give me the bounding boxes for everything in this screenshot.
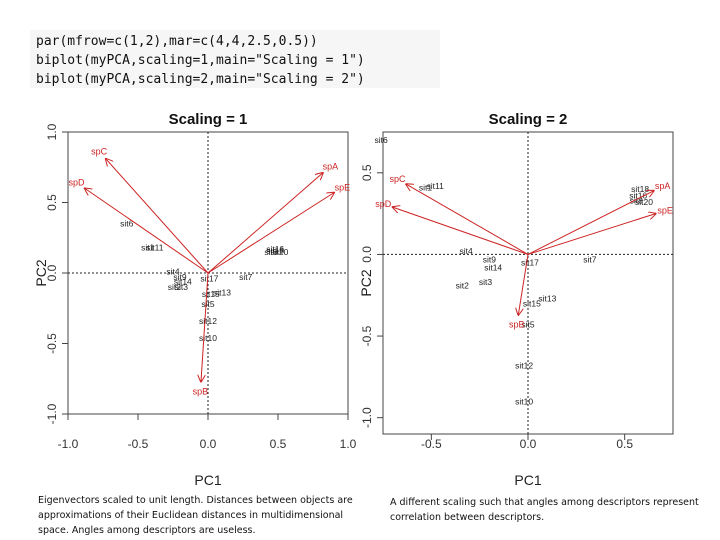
- site-label: sit11: [146, 243, 164, 253]
- species-arrow: [527, 191, 654, 255]
- x-tick-label: 0.0: [520, 437, 537, 451]
- site-label: sit15: [202, 289, 220, 299]
- site-label: sit14: [174, 276, 192, 286]
- site-label: sit3: [175, 282, 189, 292]
- site-label: sit20: [635, 197, 653, 207]
- biplot-scaling-2: Scaling = 2 -0.5 0.0 0.5 -1.0 -0.5 0.0 0.5 PC1 PC…: [355, 100, 680, 495]
- species-label: spE: [335, 182, 351, 192]
- site-label: sit1: [419, 183, 433, 193]
- site-label: sit9: [483, 254, 497, 264]
- species-arrow: [201, 272, 209, 382]
- site-label: sit16: [629, 191, 647, 201]
- x-tick-label: 1.0: [340, 437, 357, 451]
- species-label: spB: [193, 387, 209, 397]
- biplot-scaling-1: Scaling = 1 -1.0 -0.5 0.0 0.5 1.0 -1.0 -0.5 0.0 0…: [30, 100, 360, 495]
- code-line: biplot(myPCA,scaling=1,main="Scaling = 1…: [36, 53, 365, 68]
- y-tick-label: 0.5: [45, 194, 59, 211]
- site-label: sit6: [120, 219, 134, 229]
- site-label: sit5: [521, 320, 535, 330]
- site-label: sit3: [479, 277, 493, 287]
- chart-title: Scaling = 2: [489, 111, 568, 128]
- y-axis-label: PC2: [33, 259, 49, 286]
- species-arrow: [207, 173, 323, 274]
- x-tick-label: 0.0: [200, 437, 217, 451]
- site-label: sit4: [460, 246, 474, 256]
- site-label: sit9: [173, 272, 187, 282]
- species-label: spD: [375, 199, 392, 209]
- species-arrow: [85, 188, 209, 274]
- y-tick-label: -0.5: [360, 325, 374, 346]
- species-arrow: [406, 184, 529, 255]
- site-label: sit4: [166, 267, 180, 277]
- site-label: sit16: [266, 244, 284, 254]
- site-label: sit12: [199, 316, 217, 326]
- site-label: sit2: [168, 282, 182, 292]
- site-label: sit7: [239, 272, 253, 282]
- site-label: sit18: [631, 184, 649, 194]
- species-label: spE: [657, 206, 673, 216]
- y-tick-label: -1.0: [45, 403, 59, 424]
- code-line: biplot(myPCA,scaling=2,main="Scaling = 2…: [36, 72, 365, 87]
- y-tick-label: -0.5: [45, 333, 59, 354]
- species-label: spD: [69, 178, 86, 188]
- species-arrow: [207, 193, 334, 274]
- biplot-scaling-1-svg: Scaling = 1 -1.0 -0.5 0.0 0.5 1.0 -1.0 -0.5 0.0 0…: [33, 111, 357, 488]
- code-line: par(mfrow=c(1,2),mar=c(4,4,2.5,0.5)): [36, 34, 318, 49]
- species-arrow: [106, 159, 209, 274]
- species-label: spA: [655, 181, 671, 191]
- species-arrow: [393, 207, 529, 255]
- site-label: sit17: [200, 274, 218, 284]
- site-label: sit17: [521, 258, 539, 268]
- y-tick-label: 1.0: [45, 123, 59, 140]
- x-tick-label: 0.5: [270, 437, 287, 451]
- code-snippet: par(mfrow=c(1,2),mar=c(4,4,2.5,0.5)) bip…: [30, 30, 440, 88]
- species-arrow: [518, 254, 529, 314]
- site-label: sit13: [538, 294, 556, 304]
- y-axis-label: PC2: [358, 269, 374, 296]
- x-tick-label: -1.0: [58, 437, 79, 451]
- biplot-scaling-2-svg: Scaling = 2 -0.5 0.0 0.5 -1.0 -0.5 0.0 0.5 PC1 PC…: [358, 111, 674, 488]
- species-label: spC: [91, 146, 108, 156]
- site-label: sit12: [515, 360, 533, 370]
- chart-title: Scaling = 1: [169, 111, 248, 128]
- y-tick-label: 0.5: [360, 164, 374, 181]
- site-label: sit2: [456, 280, 470, 290]
- y-tick-label: 0.0: [360, 246, 374, 263]
- site-label: sit20: [270, 247, 288, 257]
- x-tick-label: -0.5: [421, 437, 442, 451]
- site-label: sit8: [264, 247, 278, 257]
- y-tick-label: -1.0: [360, 407, 374, 428]
- site-label: sit5: [201, 299, 215, 309]
- site-label: sit18: [266, 245, 284, 255]
- species-label: spC: [390, 174, 407, 184]
- caption-right: A different scaling such that angles amo…: [390, 497, 699, 523]
- species-label: spB: [509, 320, 525, 330]
- x-axis-label: PC1: [514, 472, 541, 488]
- y-tick-label: 0.0: [45, 264, 59, 281]
- x-axis-label: PC1: [194, 472, 221, 488]
- x-tick-label: -0.5: [128, 437, 149, 451]
- site-label: sit10: [515, 396, 533, 406]
- site-label: sit7: [583, 254, 597, 264]
- site-label: sit14: [484, 262, 502, 272]
- site-label: sit8: [630, 196, 644, 206]
- site-label: sit15: [523, 298, 541, 308]
- x-tick-label: 0.5: [616, 437, 633, 451]
- species-label: spA: [323, 161, 339, 171]
- site-label: sit10: [199, 333, 217, 343]
- site-label: sit1: [141, 243, 155, 253]
- species-arrow: [527, 214, 656, 255]
- site-label: sit13: [213, 288, 231, 298]
- site-label: sit6: [374, 135, 388, 145]
- caption-left: Eigenvectors scaled to unit length. Dist…: [38, 495, 353, 536]
- site-label: sit11: [427, 181, 445, 191]
